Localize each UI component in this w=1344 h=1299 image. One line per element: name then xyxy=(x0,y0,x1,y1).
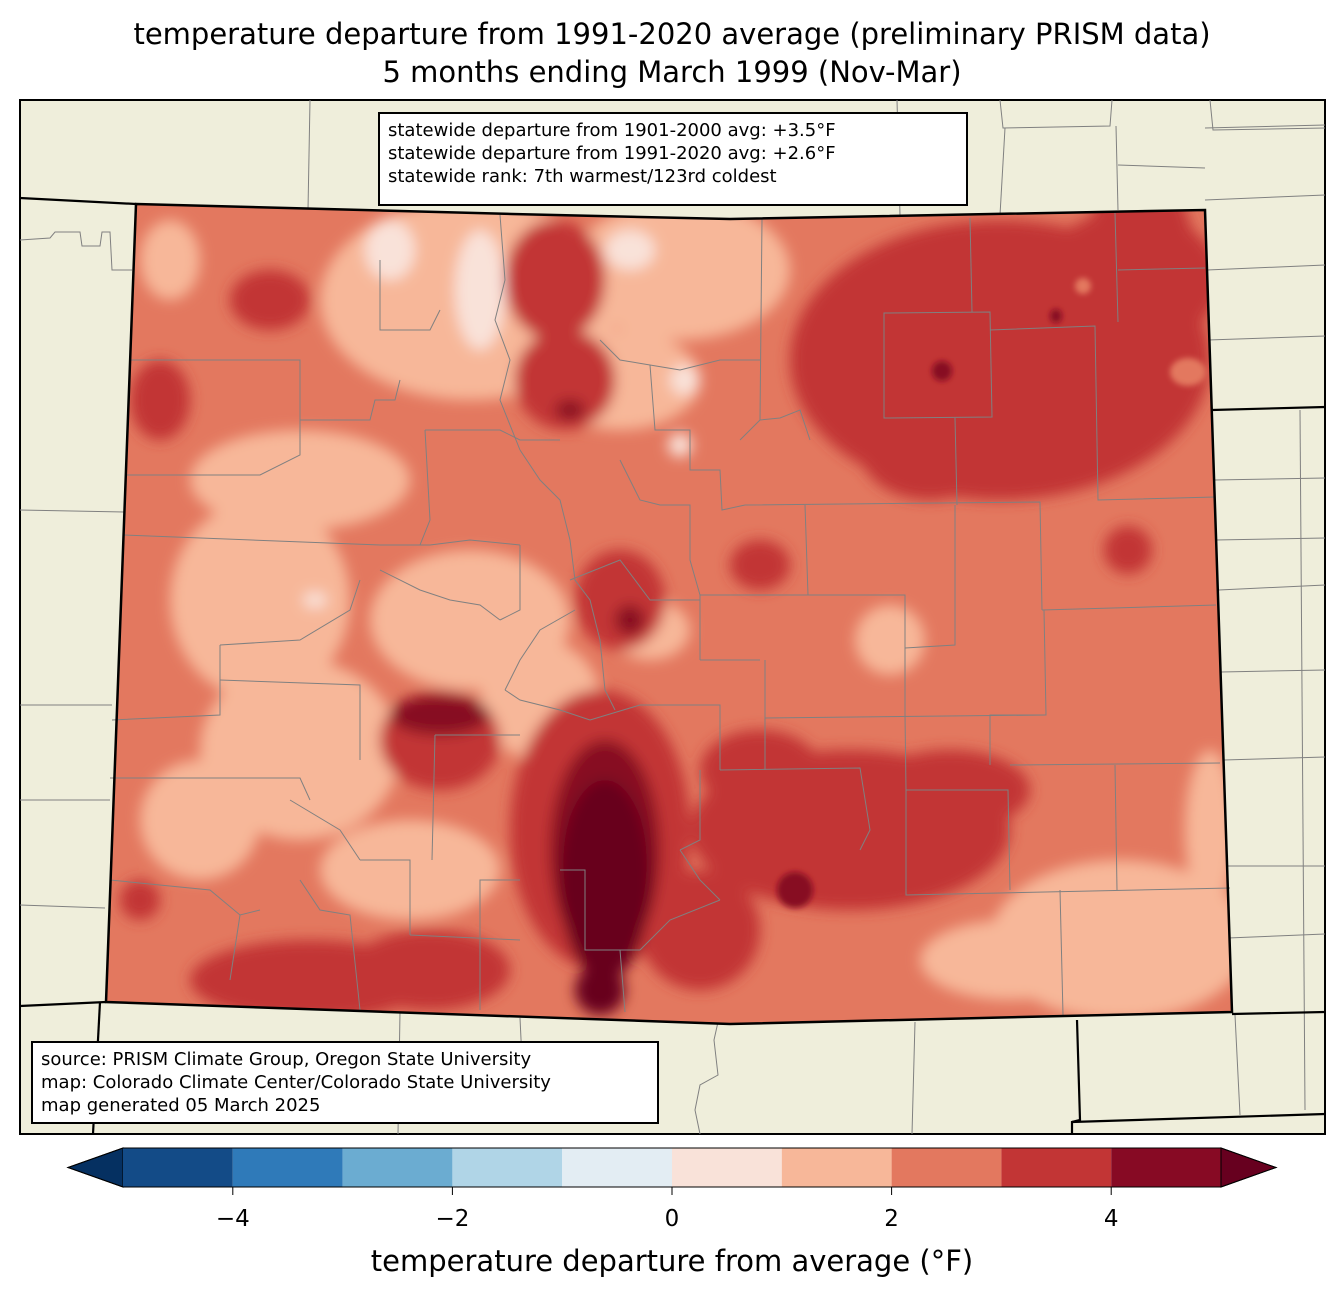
statewide-stats-box: statewide departure from 1901-2000 avg: … xyxy=(378,112,968,206)
colorbar-swatch xyxy=(232,1148,343,1187)
colorbar xyxy=(66,1147,1278,1195)
colorbar-swatch xyxy=(342,1148,453,1187)
colorbar-extend-low xyxy=(66,1147,124,1188)
stats-departure-1901-2000: statewide departure from 1901-2000 avg: … xyxy=(388,120,836,141)
colorbar-extend-high xyxy=(1220,1147,1278,1188)
colorbar-tick-label: 2 xyxy=(884,1206,899,1232)
state-borders xyxy=(19,196,1326,1135)
stats-departure-1991-2020: statewide departure from 1991-2020 avg: … xyxy=(388,143,836,164)
colorbar-tick-label: −2 xyxy=(435,1206,470,1232)
generated-date-line: map generated 05 March 2025 xyxy=(41,1095,321,1116)
colorbar-swatch xyxy=(123,1148,233,1187)
colorbar-swatch xyxy=(1111,1148,1221,1187)
colorbar-tick-label: −4 xyxy=(215,1206,250,1232)
map-title: temperature departure from 1991-2020 ave… xyxy=(133,17,1211,51)
colorado-border xyxy=(104,202,1234,1026)
map-subtitle: 5 months ending March 1999 (Nov-Mar) xyxy=(382,55,962,89)
colorbar-outline xyxy=(66,1147,1278,1188)
colorbar-tick-label: 0 xyxy=(664,1206,680,1232)
colorbar-tick-label: 4 xyxy=(1103,1206,1119,1232)
stats-rank: statewide rank: 7th warmest/123rd coldes… xyxy=(388,166,777,187)
colorbar-title: temperature departure from average (°F) xyxy=(370,1244,974,1278)
colorado-county-lines xyxy=(109,212,1231,1016)
temperature-field xyxy=(106,204,1232,1024)
map-credit-line: map: Colorado Climate Center/Colorado St… xyxy=(41,1072,551,1093)
source-line: source: PRISM Climate Group, Oregon Stat… xyxy=(41,1049,532,1070)
colorbar-swatch xyxy=(1001,1148,1112,1187)
colorbar-swatch xyxy=(672,1148,782,1187)
colorbar-swatch xyxy=(781,1148,892,1187)
source-credits-box: source: PRISM Climate Group, Oregon Stat… xyxy=(31,1041,659,1124)
colorbar-swatch xyxy=(891,1148,1002,1187)
colorbar-swatch xyxy=(562,1148,672,1187)
colorbar-swatch xyxy=(452,1148,563,1187)
